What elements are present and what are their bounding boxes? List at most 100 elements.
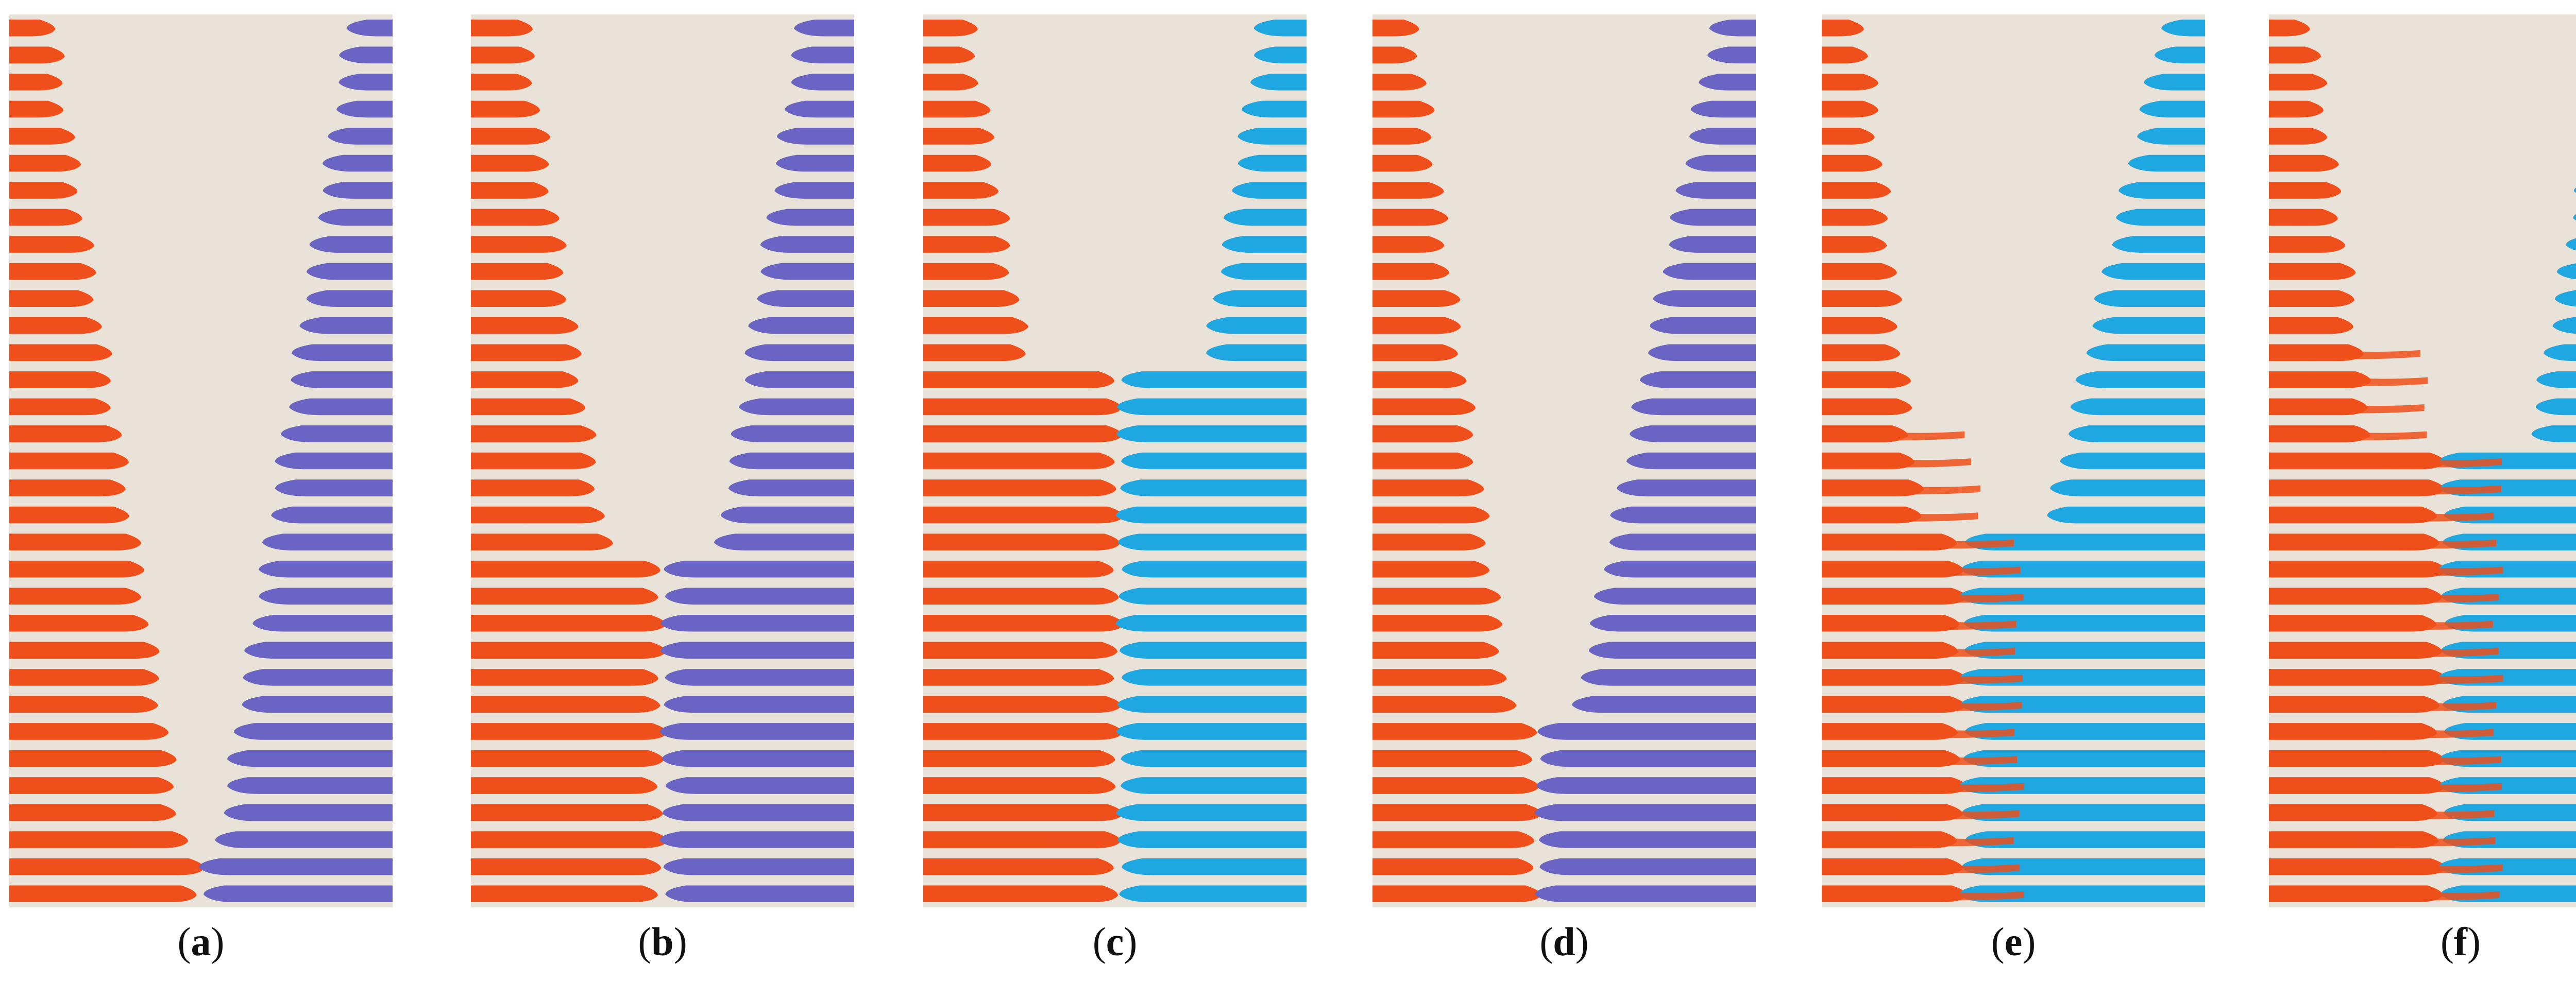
right-dye-front: [728, 479, 854, 496]
right-dye-front: [766, 209, 854, 226]
mixing-streak: [2309, 374, 2428, 387]
right-dye-front: [1685, 154, 1756, 172]
left-dye-front: [923, 885, 1118, 903]
left-dye-front: [471, 182, 549, 199]
left-dye-front: [1822, 154, 1883, 172]
right-dye-front: [1669, 236, 1756, 253]
right-dye-front: [233, 723, 393, 740]
left-dye-front: [9, 777, 174, 794]
right-dye-front: [660, 614, 854, 632]
right-dye-front: [1689, 128, 1756, 145]
mixing-streak: [1862, 483, 1981, 495]
right-dye-front: [259, 560, 393, 578]
left-dye-front: [471, 669, 658, 686]
left-dye-front: [9, 344, 112, 361]
mixing-streak: [2308, 428, 2427, 441]
left-dye-front: [1372, 669, 1507, 686]
mixing-streak: [2374, 618, 2493, 630]
right-dye-front: [1961, 560, 2205, 578]
mixing-streak: [1905, 591, 2024, 603]
left-dye-front: [923, 209, 1010, 226]
left-dye-front: [1372, 452, 1473, 470]
right-dye-front: [1253, 19, 1307, 37]
right-dye-front: [659, 723, 854, 740]
right-dye-front: [1709, 19, 1756, 37]
right-dye-front: [1116, 804, 1307, 821]
right-dye-front: [306, 290, 393, 307]
panel-f-caption: (f): [2441, 919, 2481, 964]
left-dye-front: [471, 398, 586, 416]
right-dye-front: [794, 19, 854, 37]
left-dye-front: [1822, 74, 1878, 91]
right-dye-front: [739, 398, 854, 416]
left-dye-front: [1372, 858, 1534, 875]
left-dye-front: [9, 182, 78, 199]
right-dye-front: [2128, 154, 2205, 172]
left-dye-front: [2269, 209, 2338, 226]
right-dye-front: [1610, 506, 1756, 524]
left-dye-front: [9, 560, 144, 578]
left-dye-front: [1372, 263, 1449, 280]
right-dye-front: [1238, 128, 1307, 145]
right-dye-front: [271, 506, 393, 524]
mixing-streak: [2377, 537, 2496, 549]
left-dye-front: [9, 371, 111, 388]
mixing-streak: [1905, 780, 2024, 793]
right-dye-front: [1241, 100, 1307, 118]
right-dye-front: [1117, 533, 1307, 550]
right-dye-front: [242, 696, 393, 713]
panel-f-wicking-stripes: [2269, 14, 2576, 907]
right-dye-front: [1238, 154, 1307, 172]
panel-c-caption: (c): [1092, 919, 1138, 964]
right-dye-front: [1653, 290, 1756, 307]
left-dye-front: [2269, 74, 2328, 91]
right-dye-front: [1206, 317, 1307, 334]
mixing-streak: [2375, 726, 2494, 738]
right-dye-front: [2119, 182, 2205, 199]
right-dye-front: [1604, 560, 1756, 578]
right-dye-front: [275, 479, 393, 496]
left-dye-front: [9, 642, 160, 659]
right-dye-front: [1540, 750, 1756, 767]
right-dye-front: [1116, 398, 1307, 416]
left-dye-front: [9, 804, 176, 821]
left-dye-front: [1822, 19, 1864, 37]
right-dye-front: [1536, 777, 1756, 794]
left-dye-front: [923, 506, 1124, 524]
left-dye-front: [1372, 398, 1476, 416]
left-dye-front: [1822, 100, 1878, 118]
left-dye-front: [471, 128, 551, 145]
left-dye-front: [1372, 425, 1473, 442]
right-dye-front: [664, 560, 854, 578]
panel-a-image: [9, 14, 393, 907]
left-dye-front: [1822, 344, 1901, 361]
right-dye-front: [1690, 100, 1756, 118]
right-dye-front: [2139, 100, 2205, 118]
left-dye-front: [923, 804, 1124, 821]
left-dye-front: [2269, 46, 2321, 64]
left-dye-front: [9, 263, 96, 280]
right-dye-front: [744, 371, 854, 388]
left-dye-front: [923, 371, 1114, 388]
right-dye-front: [2554, 290, 2576, 307]
left-dye-front: [1822, 263, 1897, 280]
right-dye-front: [2573, 214, 2576, 221]
panel-f-image: [2269, 14, 2576, 907]
left-dye-front: [471, 290, 567, 307]
right-dye-front: [1707, 46, 1756, 64]
right-dye-front: [224, 804, 393, 821]
left-dye-front: [9, 317, 102, 334]
mixing-streak: [1896, 645, 2015, 657]
left-dye-front: [471, 885, 658, 903]
left-dye-front: [471, 642, 666, 659]
right-dye-front: [1121, 371, 1307, 388]
right-dye-front: [2047, 506, 2205, 524]
left-dye-front: [1822, 46, 1868, 64]
left-dye-front: [9, 885, 197, 903]
left-dye-front: [2269, 317, 2353, 334]
left-dye-front: [9, 100, 64, 118]
right-dye-front: [757, 290, 854, 307]
right-dye-front: [1213, 290, 1307, 307]
right-dye-front: [1115, 506, 1307, 524]
right-dye-front: [2092, 317, 2205, 334]
